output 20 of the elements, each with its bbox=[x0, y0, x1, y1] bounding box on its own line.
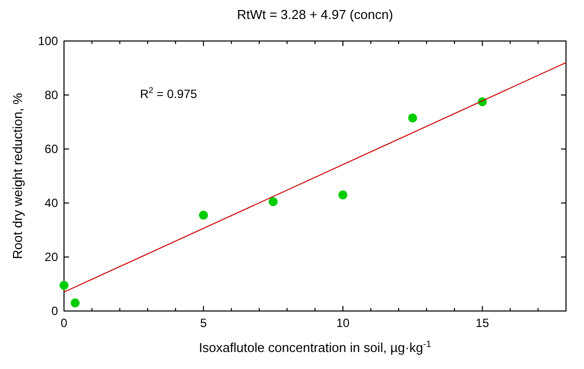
y-axis-title: Root dry weight reduction, % bbox=[10, 92, 25, 260]
point bbox=[408, 113, 418, 122]
x-tick-label: 15 bbox=[476, 316, 490, 330]
point bbox=[338, 190, 348, 200]
x-tick-label: 0 bbox=[60, 316, 68, 330]
x-tick-label: 5 bbox=[200, 316, 208, 330]
point bbox=[198, 210, 208, 220]
annotation: R$^{2}$ = 0.975 bbox=[140, 85, 198, 101]
point bbox=[60, 280, 68, 290]
y-tick-label: 40 bbox=[44, 196, 58, 210]
x-axis-title: Isoxaflutole concentration in soil, µg·kg$^{-1}$ bbox=[198, 339, 432, 355]
y-tick-label: 80 bbox=[44, 88, 58, 102]
y-tick-label: 100 bbox=[38, 34, 58, 48]
chart-title: RtWt = 3.28 + 4.97 (concn) bbox=[236, 7, 394, 22]
point bbox=[70, 298, 80, 308]
point bbox=[268, 197, 278, 206]
y-tick-label: 60 bbox=[44, 142, 58, 156]
x-tick-label: 10 bbox=[336, 316, 350, 330]
y-tick-label: 0 bbox=[51, 304, 58, 318]
y-tick-label: 20 bbox=[44, 250, 58, 264]
